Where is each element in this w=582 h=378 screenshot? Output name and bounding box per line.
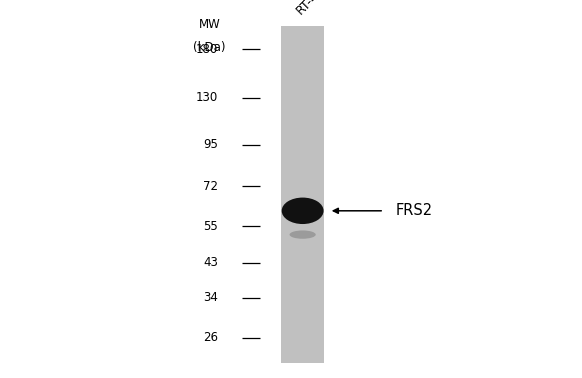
Text: 130: 130 (196, 91, 218, 104)
Text: (kDa): (kDa) (193, 41, 226, 54)
Text: 72: 72 (203, 180, 218, 192)
Text: 95: 95 (203, 138, 218, 151)
Bar (281, 26, 325, 363)
Text: FRS2: FRS2 (396, 203, 433, 218)
Text: 180: 180 (196, 43, 218, 56)
Ellipse shape (282, 198, 324, 224)
Text: MW: MW (198, 18, 221, 31)
Text: RT-4: RT-4 (293, 0, 322, 17)
Text: 43: 43 (203, 256, 218, 270)
Text: 55: 55 (204, 220, 218, 233)
Ellipse shape (289, 231, 315, 239)
Text: 34: 34 (203, 291, 218, 304)
Text: 26: 26 (203, 332, 218, 344)
